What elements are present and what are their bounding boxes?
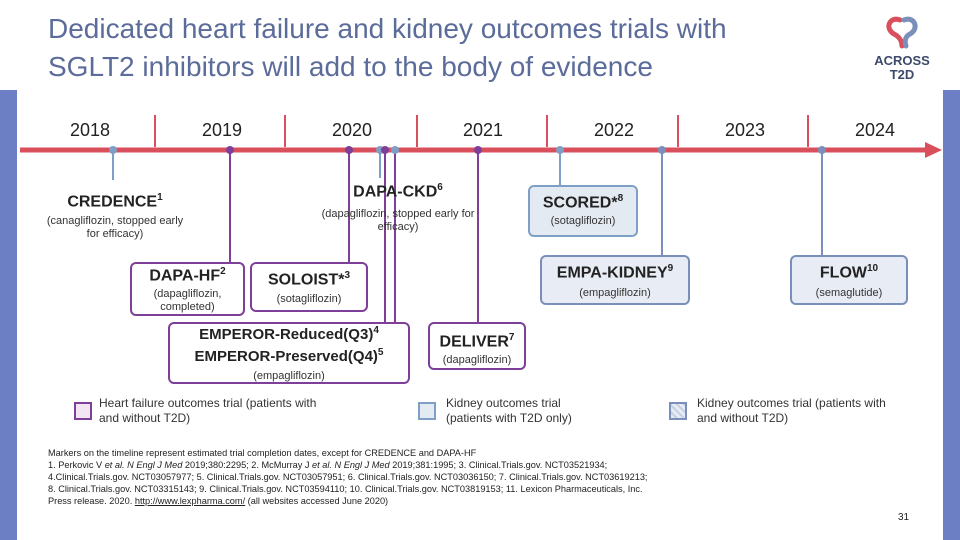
trial-scored-detail: (sotagliflozin) bbox=[550, 215, 616, 227]
left-accent-bar bbox=[0, 90, 17, 540]
legend-hf-swatch bbox=[74, 402, 92, 420]
footnotes: Markers on the timeline represent estima… bbox=[48, 448, 648, 506]
trial-empa-kidney-detail: (empagliflozin) bbox=[579, 287, 651, 299]
trial-soloist-detail: (sotagliflozin) bbox=[276, 293, 342, 305]
trial-empa-kidney-box: EMPA-KIDNEY9 (empagliflozin) bbox=[540, 255, 690, 305]
trial-dapa-hf-name: DAPA-HF2 bbox=[149, 266, 226, 285]
year-2018: 2018 bbox=[69, 120, 111, 140]
year-2023: 2023 bbox=[724, 120, 766, 140]
marker-flow bbox=[818, 146, 826, 154]
trial-flow-detail: (semaglutide) bbox=[815, 287, 883, 299]
trial-deliver-box: DELIVER7 (dapagliflozin) bbox=[428, 322, 526, 370]
marker-empa-kidney bbox=[658, 146, 666, 154]
legend-kidney-all-swatch bbox=[669, 402, 687, 420]
marker-scored bbox=[556, 146, 564, 154]
marker-soloist bbox=[345, 146, 353, 154]
trial-deliver-detail: (dapagliflozin) bbox=[442, 354, 512, 366]
legend-hf-label: Heart failure outcomes trial (patients w… bbox=[99, 396, 317, 425]
marker-deliver bbox=[474, 146, 482, 154]
year-2020: 2020 bbox=[331, 120, 373, 140]
year-2024: 2024 bbox=[854, 120, 896, 140]
trial-dapa-hf-box: DAPA-HF2 (dapagliflozin, completed) bbox=[130, 262, 245, 316]
trial-deliver-name: DELIVER7 bbox=[439, 332, 515, 351]
trial-emperor-box: EMPEROR-Reduced(Q3)4 EMPEROR-Preserved(Q… bbox=[168, 322, 410, 384]
slide-title: Dedicated heart failure and kidney outco… bbox=[48, 13, 727, 82]
trial-credence-detail: (canagliflozin, stopped early for effica… bbox=[46, 215, 184, 240]
trial-emperor-reduced-name: EMPEROR-Reduced(Q3)4 bbox=[199, 325, 379, 343]
year-2019: 2019 bbox=[201, 120, 243, 140]
year-2022: 2022 bbox=[593, 120, 635, 140]
trial-soloist-box: SOLOIST*3 (sotagliflozin) bbox=[250, 262, 368, 312]
trial-emperor-detail: (empagliflozin) bbox=[253, 370, 325, 382]
legend-kidney-t2d-swatch bbox=[418, 402, 436, 420]
trial-soloist-name: SOLOIST*3 bbox=[267, 270, 350, 289]
trial-credence-name: CREDENCE1 bbox=[67, 192, 163, 211]
trial-flow-box: FLOW10 (semaglutide) bbox=[790, 255, 908, 305]
marker-emperor-reduced bbox=[381, 146, 389, 154]
trial-dapa-ckd-detail: (dapagliflozin, stopped early for effica… bbox=[321, 208, 475, 233]
year-2021: 2021 bbox=[462, 120, 504, 140]
trial-dapa-ckd-name: DAPA-CKD6 bbox=[353, 182, 443, 201]
marker-credence bbox=[109, 146, 117, 154]
lexpharma-link[interactable]: http://www.lexpharma.com/ bbox=[134, 496, 246, 506]
right-accent-bar bbox=[943, 90, 960, 540]
timeline-arrowhead bbox=[925, 142, 942, 158]
trial-scored-box: SCORED*8 (sotagliflozin) bbox=[528, 185, 638, 237]
year-dividers bbox=[154, 115, 809, 147]
marker-emperor-preserved bbox=[391, 146, 399, 154]
timeline-markers bbox=[109, 146, 826, 154]
trial-dapa-hf-detail: (dapagliflozin, completed) bbox=[153, 288, 222, 313]
page-number: 31 bbox=[898, 512, 910, 523]
legend-kidney-all-label: Kidney outcomes trial (patients with and… bbox=[697, 396, 886, 425]
trial-flow-name: FLOW10 bbox=[819, 263, 879, 282]
legend-kidney-t2d-label: Kidney outcomes trial (patients with T2D… bbox=[446, 396, 572, 425]
trial-emperor-preserved-name: EMPEROR-Preserved(Q4)5 bbox=[194, 347, 384, 365]
marker-dapa-hf bbox=[226, 146, 234, 154]
trial-scored-name: SCORED*8 bbox=[542, 193, 624, 212]
across-t2d-logo: ACROSS T2D bbox=[866, 14, 938, 84]
trial-empa-kidney-name: EMPA-KIDNEY9 bbox=[556, 263, 674, 282]
heart-kidney-logo-icon bbox=[886, 16, 918, 49]
